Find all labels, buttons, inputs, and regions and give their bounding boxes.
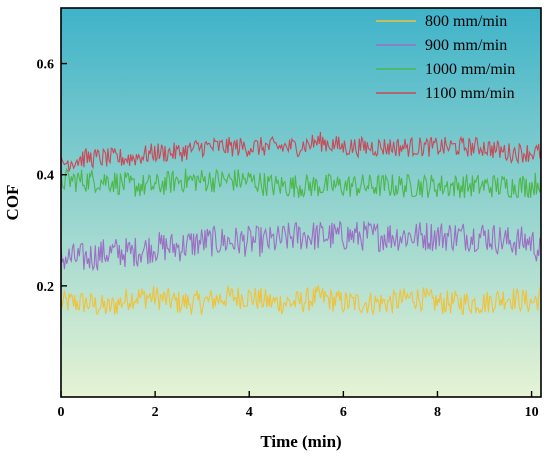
x-axis-title: Time (min) xyxy=(260,432,341,451)
y-tick-label: 0.4 xyxy=(37,169,55,184)
legend-label-2: 900 mm/min xyxy=(425,37,507,54)
x-tick-label: 6 xyxy=(340,405,347,420)
series-line-4 xyxy=(61,131,541,172)
y-tick-label: 0.2 xyxy=(37,280,55,295)
y-tick-label: 0.6 xyxy=(37,58,55,73)
legend-label-1: 800 mm/min xyxy=(425,13,507,30)
legend-label-3: 1000 mm/min xyxy=(425,61,515,78)
legend: 800 mm/min 900 mm/min 1000 mm/min 1100 mm/m… xyxy=(376,13,515,102)
x-tick-label: 8 xyxy=(434,405,441,420)
axis-ticks: 0 2 4 6 8 10 0.2 0.4 0.6 xyxy=(37,58,539,420)
x-tick-label: 10 xyxy=(525,405,539,420)
series-layer xyxy=(61,131,541,316)
y-axis-title: COF xyxy=(3,185,22,221)
x-tick-label: 4 xyxy=(246,405,253,420)
series-line-3 xyxy=(61,167,541,199)
series-line-1 xyxy=(61,285,541,316)
plot-background xyxy=(61,8,541,397)
x-tick-label: 0 xyxy=(58,405,65,420)
plot-frame xyxy=(60,7,542,398)
legend-label-4: 1100 mm/min xyxy=(425,85,515,102)
x-tick-label: 2 xyxy=(152,405,159,420)
series-line-2 xyxy=(61,221,541,272)
